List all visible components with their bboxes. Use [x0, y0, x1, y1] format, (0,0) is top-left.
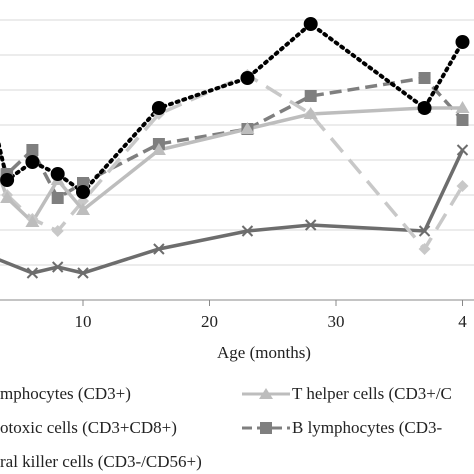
point-circle [76, 185, 90, 199]
point-triangle [240, 122, 255, 134]
point-square [418, 72, 431, 84]
point-triangle [76, 203, 90, 215]
point-diamond [51, 225, 64, 237]
series-lines [0, 21, 465, 275]
point-triangle [0, 191, 15, 203]
legend-swatch-t-helper [242, 388, 290, 399]
point-square [26, 144, 39, 156]
point-circle [151, 101, 166, 115]
point-triangle [455, 101, 470, 113]
point-x [153, 243, 165, 255]
point-triangle [151, 143, 166, 155]
legend-label-b-lymphocytes: B lymphocytes (CD3- [292, 418, 443, 437]
point-diamond [418, 243, 431, 255]
series-line-2 [0, 73, 464, 252]
x-tick-label: 10 [75, 312, 92, 331]
line-chart: 10 20 30 4 Age (months) [0, 17, 474, 362]
legend: mphocytes (CD3+) T helper cells (CD3+/C … [0, 376, 474, 474]
point-diamond [456, 180, 469, 192]
x-tick-label: 4 [458, 312, 467, 331]
series-line-4 [0, 149, 465, 275]
series-line-3 [0, 76, 464, 201]
legend-swatch-b-lymphocytes [242, 422, 290, 434]
x-tick-labels: 10 20 30 4 [75, 312, 468, 331]
series-markers [0, 17, 470, 279]
point-x [418, 225, 431, 237]
point-circle [25, 155, 40, 169]
point-circle [240, 71, 255, 85]
x-axis-title: Age (months) [217, 343, 311, 362]
point-circle [417, 101, 432, 115]
point-circle [455, 35, 470, 49]
legend-label-t-helper: T helper cells (CD3+/C [292, 384, 452, 403]
point-square [304, 90, 317, 102]
point-triangle [303, 107, 318, 119]
triangle-icon [259, 388, 273, 399]
point-triangle [25, 215, 40, 227]
point-circle [303, 17, 318, 31]
legend-label-cytotoxic: otoxic cells (CD3+CD8+) [0, 418, 177, 437]
point-circle [0, 173, 15, 187]
legend-label-nk: ral killer cells (CD3-/CD56+) [0, 452, 202, 471]
x-axis [0, 299, 474, 306]
legend-label-cd3: mphocytes (CD3+) [0, 384, 131, 403]
point-x [51, 261, 64, 273]
point-x [241, 225, 254, 237]
point-x [77, 267, 89, 279]
point-x [456, 144, 469, 156]
point-square [51, 192, 64, 204]
x-tick-label: 20 [201, 312, 218, 331]
square-icon [260, 422, 272, 434]
x-tick-label: 30 [328, 312, 345, 331]
point-x [304, 219, 317, 231]
point-square [456, 114, 469, 126]
point-x [26, 267, 39, 279]
point-circle [50, 167, 65, 181]
